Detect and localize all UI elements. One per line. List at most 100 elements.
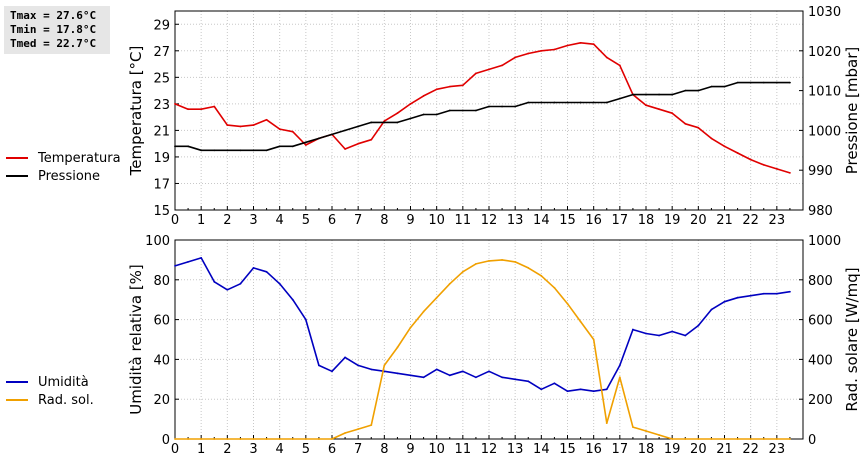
chart-top-xtick-label: 6	[328, 213, 336, 228]
chart-bottom-series-0-point	[540, 388, 543, 391]
chart-top-xtick-label: 23	[769, 213, 786, 228]
chart-bottom-series-0-point	[357, 364, 360, 367]
chart-top-series-1-point	[304, 141, 307, 144]
chart-bottom-series-1-point	[566, 302, 569, 305]
chart-bottom-series-1-point	[710, 438, 713, 440]
chart-top-xtick-label: 15	[559, 213, 576, 228]
chart-bottom-series-1-point	[697, 438, 700, 440]
chart-bottom-series-1-point	[448, 282, 451, 285]
chart-bottom-series-1-point	[226, 438, 229, 440]
chart-bottom-series-0-point	[318, 364, 320, 367]
chart-bottom-xtick-label: 21	[716, 442, 733, 457]
chart-top-xtick-label: 17	[612, 213, 629, 228]
chart-bottom-series-0-point	[265, 270, 268, 273]
chart-top-series-1-point	[448, 109, 451, 112]
chart-bottom-series-0-point	[710, 308, 713, 311]
chart-bottom-xtick-label: 17	[612, 442, 629, 457]
chart-bottom-series-1-point	[344, 432, 346, 434]
chart-bottom-series-1-line	[175, 259, 790, 440]
chart-top-series-0-point	[723, 145, 726, 148]
chart-top-series-0-point	[226, 124, 229, 126]
chart-top-series-0-point	[553, 48, 556, 51]
chart-top-y2label: Pressione [mbar]	[843, 47, 860, 175]
chart-top-xtick-label: 2	[223, 213, 231, 228]
chart-top-series-0-point	[475, 72, 477, 75]
chart-top-series-1-point	[200, 149, 203, 152]
chart-bottom-series-0-point	[200, 257, 203, 259]
chart-top-series-1-point	[632, 93, 634, 96]
chart-bottom-xtick-label: 15	[559, 442, 576, 457]
chart-top-series-1-point	[540, 101, 543, 104]
chart-top-xtick-label: 20	[690, 213, 707, 228]
chart-top-xtick-label: 11	[455, 213, 472, 228]
chart-bottom-series-0-point	[344, 356, 346, 359]
chart-bottom-series-1-point	[187, 438, 189, 440]
chart-top-series-1-point	[396, 121, 399, 124]
chart-top-series-0-line	[174, 41, 791, 174]
chart-bottom-y2tick-label: 600	[808, 314, 833, 329]
chart-top-y2tick-label: 990	[808, 164, 833, 179]
chart-bottom-series-0-point	[213, 280, 216, 283]
chart-top-series-0-point	[422, 95, 425, 97]
chart-top-series-0-point	[566, 44, 569, 47]
chart-top-y2tick-label: 1010	[808, 85, 841, 100]
chart-bottom-xtick-label: 13	[507, 442, 524, 457]
chart-top-series-1-point	[422, 113, 425, 116]
chart-top-series-1-point	[762, 81, 765, 84]
chart-bottom-series-1-point	[645, 430, 647, 432]
chart-top-series-0-point	[736, 152, 739, 154]
chart-top-series-0-point	[448, 85, 451, 88]
chart-bottom-series-1-point	[553, 286, 556, 289]
chart-bottom-series-1-point	[775, 438, 778, 440]
chart-bottom-series-1-point	[514, 260, 517, 263]
chart-bottom-series-0-point	[461, 370, 464, 373]
chart-top-series-1-point	[775, 81, 778, 84]
chart-top-series-0-point	[213, 105, 216, 108]
chart-bottom-series-0-point	[553, 382, 556, 385]
chart-bottom-series-0-point	[671, 330, 674, 333]
chart-bottom-series-1-point	[252, 438, 255, 440]
chart-bottom-series-1-point	[396, 346, 399, 349]
chart-top-series-0-point	[658, 108, 660, 111]
tmin-label: Tmin = 17.8°C	[10, 23, 97, 36]
chart-bottom-xtick-label: 11	[455, 442, 472, 457]
chart-top-series-0-point	[252, 124, 255, 126]
chart-top-series-0-point	[684, 122, 687, 125]
chart-bottom-ytick-label: 80	[153, 274, 170, 289]
chart-top-series-0-point	[592, 43, 595, 46]
chart-bottom-series-1-point	[736, 438, 739, 440]
chart-top-series-0-point	[174, 102, 176, 105]
chart-top-series-0-point	[697, 126, 700, 129]
chart-top-series-0-point	[357, 142, 360, 145]
chart-bottom-legend-label-0: Umidità	[38, 375, 89, 390]
chart-bottom-series-0-point	[278, 282, 281, 285]
chart-bottom-series-1-point	[291, 438, 294, 440]
chart-bottom-series-0-point	[304, 318, 307, 321]
chart-top-ylabel: Temperatura [°C]	[127, 46, 145, 177]
chart-bottom-xtick-label: 8	[380, 442, 388, 457]
chart-top-ytick-label: 23	[153, 98, 170, 113]
chart-top-series-1-point	[174, 145, 176, 148]
chart-bottom-y2label: Rad. solare [W/mq]	[843, 267, 860, 411]
chart-top-series-1-point	[671, 93, 674, 96]
chart-bottom-y2tick-label: 0	[808, 433, 816, 448]
chart-bottom-series-0-point	[684, 334, 687, 337]
chart-top-y2tick-label: 980	[808, 204, 833, 219]
chart-top-series-1-point	[527, 101, 530, 104]
chart-bottom-series-1-point	[527, 266, 530, 269]
chart-top-xtick-label: 13	[507, 213, 524, 228]
chart-top-series-1-point	[461, 109, 464, 112]
chart-bottom-xtick-label: 7	[354, 442, 362, 457]
chart-top-xtick-label: 7	[354, 213, 362, 228]
chart-bottom-series-1-point	[422, 310, 425, 313]
chart-bottom-series-0-point	[527, 380, 530, 383]
chart-top-ytick-label: 19	[153, 151, 170, 166]
chart-bottom-series-1-point	[618, 376, 621, 379]
chart-bottom-series-1-point	[762, 438, 765, 440]
chart-top-series-1-point	[370, 121, 373, 124]
chart-top-series-1-point	[514, 105, 517, 108]
chart-bottom-ytick-label: 20	[153, 393, 170, 408]
chart-bottom-series-1-point	[278, 438, 281, 440]
chart-bottom-series-0-point	[252, 266, 255, 269]
tmed-label: Tmed = 22.7°C	[10, 37, 97, 50]
